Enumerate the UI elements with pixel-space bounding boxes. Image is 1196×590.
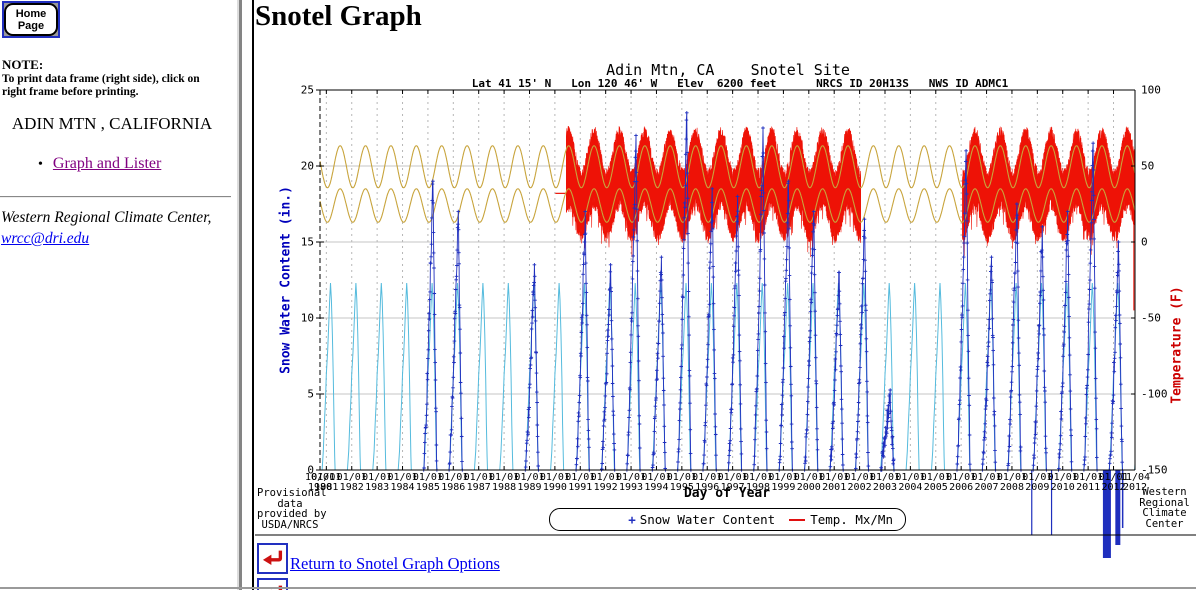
x-tick-label: 01/01 2010 xyxy=(1047,472,1078,493)
y-right-tick-label: 50 xyxy=(1141,159,1155,173)
left-frame: Home Page NOTE: To print data frame (rig… xyxy=(0,0,237,590)
home-page-icon: Home Page xyxy=(4,3,58,36)
x-tick-label: 01/01 2008 xyxy=(996,472,1027,493)
x-tick-label: 11/04 2012 xyxy=(1119,472,1151,493)
chart-subtitle: Lat 41 15' N Lon 120 46' W Elev 6200 fee… xyxy=(471,77,1009,90)
y-left-axis-title: Snow Water Content (in.) xyxy=(278,186,294,374)
legend-line-marker xyxy=(789,518,806,521)
x-tick-label: 01/01 1988 xyxy=(489,472,520,493)
chart-legend: + Snow Water Content Temp. Mx/Mn xyxy=(549,508,906,531)
y-left-tick-label: 20 xyxy=(300,159,314,173)
y-right-axis-title: Temperature (F) xyxy=(1169,286,1185,404)
x-tick-label: 01/01 2007 xyxy=(971,472,1002,493)
return-to-options-link[interactable]: Return to Snotel Graph Options xyxy=(290,554,500,573)
x-tick-label: 01/01 2004 xyxy=(895,472,926,493)
x-tick-label: 01/01 1992 xyxy=(590,472,621,493)
nav-list-item: • Graph and Lister xyxy=(38,155,161,173)
divider-highlight xyxy=(237,0,239,590)
wrcc-email-link[interactable]: wrcc@dri.edu xyxy=(1,230,90,247)
x-tick-label: 01/01 1994 xyxy=(641,472,672,493)
chart-title: Adin Mtn, CA Snotel Site xyxy=(606,61,850,79)
x-tick-label: 10/01 1980 xyxy=(304,472,336,493)
x-tick-label: 01/01 2000 xyxy=(793,472,824,493)
note-title: NOTE: xyxy=(2,57,44,72)
y-right-tick-label: 100 xyxy=(1141,83,1161,97)
y-left-tick-label: 5 xyxy=(307,387,314,401)
horizontal-rule xyxy=(0,196,231,198)
page-title: Snotel Graph xyxy=(255,0,422,32)
x-tick-label: 01/01 1983 xyxy=(362,472,393,493)
y-left-tick-label: 10 xyxy=(300,311,314,325)
legend-label-swc: Snow Water Content xyxy=(639,512,776,527)
legend-plus-marker: + xyxy=(628,512,636,527)
x-tick-label: 01/01 1997 xyxy=(717,472,748,493)
x-tick-label: 01/01 1993 xyxy=(615,472,647,493)
y-right-tick-label: 0 xyxy=(1141,235,1148,249)
graph-and-lister-link[interactable]: Graph and Lister xyxy=(52,155,162,172)
x-tick-label: 01/01 2005 xyxy=(920,472,951,493)
bullet-icon: • xyxy=(38,157,43,172)
y-right-tick-label: -100 xyxy=(1141,387,1168,401)
x-tick-label: 01/01 1996 xyxy=(692,472,723,493)
y-right-tick-label: -50 xyxy=(1141,311,1161,325)
x-tick-label: 01/01 1999 xyxy=(768,472,799,493)
chart-text-layer: Adin Mtn, CA Snotel Site Lat 41 15' N Lo… xyxy=(255,55,1196,590)
return-arrow-icon[interactable] xyxy=(257,543,288,574)
home-button-line2: Page xyxy=(17,19,45,32)
legend-label-temp: Temp. Mx/Mn xyxy=(810,512,893,527)
x-tick-label: 01/01 2001 xyxy=(819,472,850,493)
x-tick-label: 01/01 2003 xyxy=(869,472,901,493)
return-link-row: Return to Snotel Graph Options xyxy=(257,543,500,574)
x-tick-label: 01/01 1985 xyxy=(412,472,443,493)
y-left-tick-label: 0 xyxy=(307,463,314,477)
frame-divider[interactable] xyxy=(237,0,255,590)
y-right-tick-label: -150 xyxy=(1141,463,1168,477)
wrcc-corner-credit: Western Regional Climate Center xyxy=(1139,486,1190,530)
home-page-button[interactable]: Home Page xyxy=(2,1,60,38)
divider-groove xyxy=(239,0,242,590)
red-return-arrow xyxy=(262,550,283,566)
station-title: ADIN MTN , CALIFORNIA xyxy=(11,114,213,133)
x-tick-label: 01/01 1991 xyxy=(565,472,596,493)
chart-plot xyxy=(255,89,1196,558)
x-tick-label: 01/01 1982 xyxy=(336,472,367,493)
x-tick-label: 01/01 2012 xyxy=(1098,472,1129,493)
x-tick-label: 01/01 2002 xyxy=(844,472,875,493)
right-frame: Snotel Graph Adin Mtn, CA Snotel Site La… xyxy=(255,0,1196,590)
divider-shadow xyxy=(252,0,254,590)
y-left-tick-label: 15 xyxy=(300,235,314,249)
home-button-line1: Home xyxy=(15,7,47,20)
snotel-chart-image: Adin Mtn, CA Snotel Site Lat 41 15' N Lo… xyxy=(255,55,1196,590)
x-tick-label: 01/01 1981 xyxy=(311,472,342,493)
provisional-note: Provisional data provided by USDA/NRCS xyxy=(257,487,327,531)
note-body: To print data frame (right side), click … xyxy=(2,73,200,98)
x-tick-label: 01/01 1998 xyxy=(742,472,774,493)
window-bottom-edge xyxy=(0,587,1196,589)
x-tick-label: 01/01 1987 xyxy=(463,472,494,493)
x-tick-label: 01/01 1995 xyxy=(666,472,697,493)
x-axis-title: Day of Year xyxy=(683,486,771,501)
x-tick-label: 01/01 1990 xyxy=(539,472,570,493)
wrcc-credit-text: Western Regional Climate Center, xyxy=(1,209,212,226)
x-tick-label: 01/01 2009 xyxy=(1022,472,1053,493)
x-tick-label: 01/01 2011 xyxy=(1073,472,1104,493)
x-tick-label: 01/01 1989 xyxy=(514,472,545,493)
x-tick-label: 01/01 2006 xyxy=(946,472,977,493)
x-tick-label: 01/01 1986 xyxy=(438,472,469,493)
x-tick-label: 01/01 1984 xyxy=(387,472,418,493)
y-left-tick-label: 25 xyxy=(300,83,314,97)
